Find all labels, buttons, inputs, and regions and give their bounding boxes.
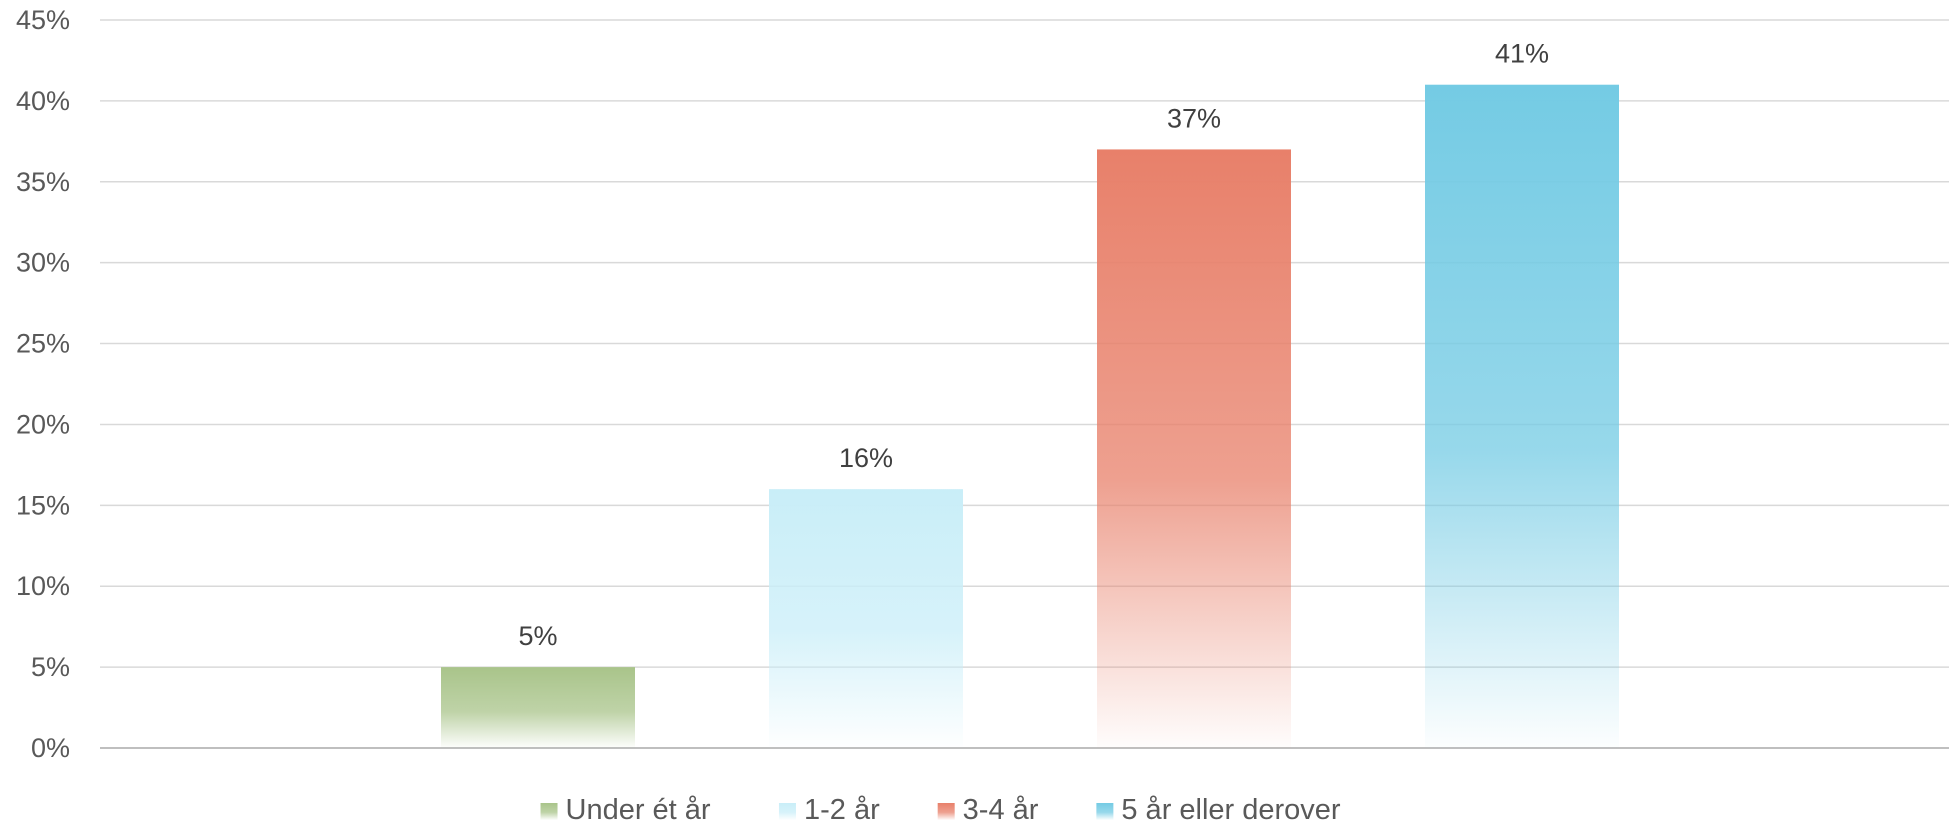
data-label: 37% xyxy=(1167,103,1221,133)
y-tick-label: 30% xyxy=(16,248,70,278)
y-tick-label: 35% xyxy=(16,167,70,197)
bar-3 xyxy=(1097,149,1291,748)
bars xyxy=(441,84,1619,748)
y-axis-tick-labels: 0% 5% 10% 15% 20% 25% 30% 35% 40% 45% xyxy=(16,5,70,763)
legend-swatch xyxy=(1096,803,1114,820)
legend-swatch xyxy=(540,803,558,820)
y-tick-label: 20% xyxy=(16,409,70,439)
y-tick-label: 40% xyxy=(16,86,70,116)
legend-entry: 5 år eller derover xyxy=(1096,794,1341,826)
legend-label: 3-4 år xyxy=(963,794,1039,826)
legend-swatch xyxy=(778,803,796,820)
legend-entry: 3-4 år xyxy=(937,794,1039,826)
y-tick-label: 5% xyxy=(31,652,70,682)
bar-1 xyxy=(441,667,635,748)
y-tick-label: 10% xyxy=(16,571,70,601)
legend-swatch xyxy=(937,803,955,820)
data-labels: 5% 16% 37% 41% xyxy=(518,39,1549,651)
y-tick-label: 45% xyxy=(16,5,70,35)
y-tick-label: 25% xyxy=(16,329,70,359)
y-tick-label: 15% xyxy=(16,490,70,520)
legend-label: Under ét år xyxy=(566,794,711,826)
data-label: 41% xyxy=(1495,39,1549,69)
data-label: 5% xyxy=(518,621,557,651)
bar-4 xyxy=(1425,84,1619,748)
legend-label: 5 år eller derover xyxy=(1121,794,1341,826)
legend-entry: 1-2 år xyxy=(778,794,880,826)
data-label: 16% xyxy=(839,443,893,473)
legend-label: 1-2 år xyxy=(804,794,880,826)
gridlines xyxy=(100,19,1949,749)
legend: Under ét år 1-2 år 3-4 år 5 år eller derove… xyxy=(540,794,1341,826)
y-tick-label: 0% xyxy=(31,733,70,763)
bar-2 xyxy=(769,489,963,748)
legend-entry: Under ét år xyxy=(540,794,711,826)
